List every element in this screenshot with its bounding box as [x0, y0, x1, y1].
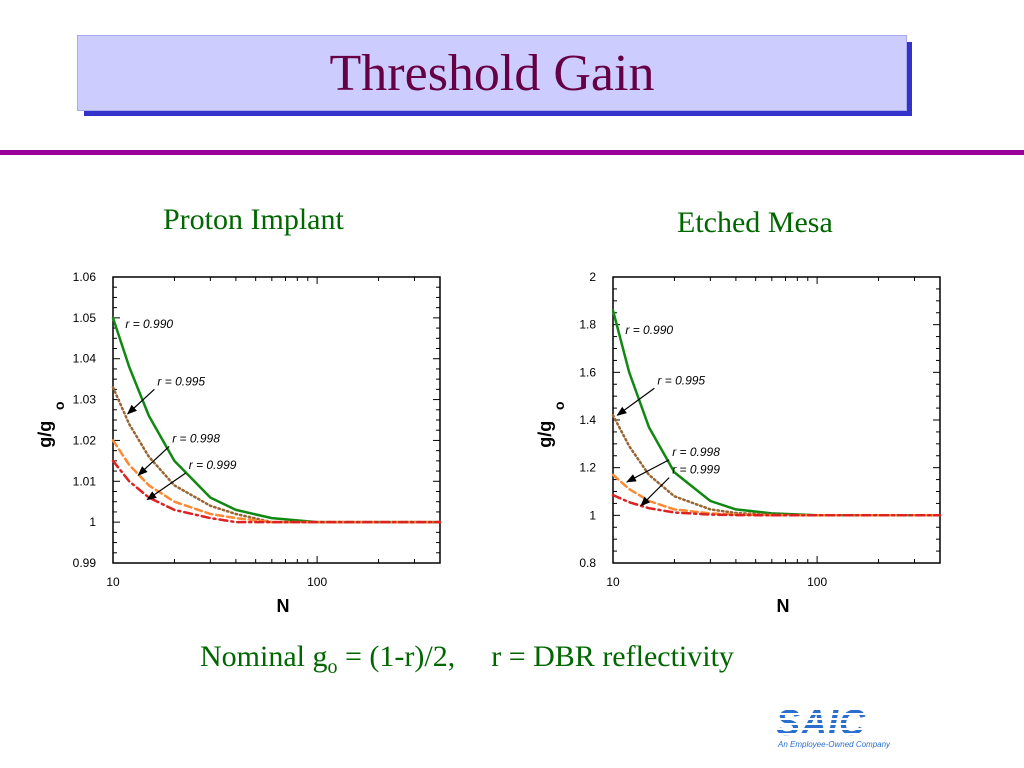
- y-tick-label: 0.8: [579, 556, 596, 570]
- annotation-arrow-1: [616, 387, 655, 416]
- annotation-arrow-3: [640, 477, 670, 507]
- annotation-label-1: r = 0.995: [157, 374, 205, 388]
- y-tick-label: 1.04: [73, 352, 97, 366]
- y-tick-label: 2: [589, 270, 596, 284]
- annotation-label-1: r = 0.995: [657, 373, 705, 387]
- annotation-label-0: r = 0.990: [625, 323, 673, 337]
- chart-left-title: Proton Implant: [163, 203, 344, 236]
- x-tick-label: 100: [807, 575, 827, 589]
- series-line-3: [611, 493, 942, 517]
- y-tick-label: 0.99: [73, 556, 97, 570]
- slide-title: Threshold Gain: [329, 44, 655, 102]
- footer-definition: r = DBR reflectivity: [491, 640, 734, 673]
- y-axis-label-subscript: o: [551, 401, 567, 410]
- plot-frame: [612, 276, 941, 564]
- x-axis-label: N: [777, 596, 790, 616]
- y-tick-label: 1.6: [579, 365, 596, 379]
- title-divider: [0, 150, 1024, 155]
- chart-right-title: Etched Mesa: [677, 206, 833, 239]
- title-box: Threshold Gain: [77, 35, 907, 111]
- y-tick-label: 1.02: [73, 433, 97, 447]
- y-tick-label: 1.03: [73, 393, 97, 407]
- annotation-arrow-2: [137, 446, 170, 476]
- x-tick-label: 10: [606, 575, 620, 589]
- annotation-arrow-1: [126, 388, 155, 415]
- footer-subscript: o: [327, 656, 338, 678]
- annotation-label-2: r = 0.998: [672, 445, 720, 459]
- annotation-label-3: r = 0.999: [672, 463, 720, 477]
- y-tick-label: 1.2: [579, 461, 596, 475]
- annotation-label-2: r = 0.998: [172, 431, 220, 445]
- y-tick-label: 1.05: [73, 311, 97, 325]
- y-tick-label: 1.4: [579, 413, 596, 427]
- y-axis-label: g/g: [535, 421, 555, 448]
- saic-logo: SAIC An Employee-Owned Company: [776, 705, 906, 755]
- annotation-label-0: r = 0.990: [125, 317, 173, 331]
- y-axis-label: g/g: [35, 421, 55, 448]
- footer-formula-text: = (1-r)/2,: [337, 640, 456, 673]
- logo-tagline: An Employee-Owned Company: [778, 740, 891, 749]
- y-tick-label: 1: [89, 515, 96, 529]
- series-line-1: [611, 413, 942, 517]
- x-tick-label: 10: [106, 575, 120, 589]
- annotation-arrow-2: [626, 459, 670, 483]
- x-axis-label: N: [277, 596, 290, 616]
- y-tick-label: 1.01: [73, 474, 97, 488]
- annotation-label-3: r = 0.999: [189, 458, 237, 472]
- footer-formula: Nominal go = (1-r)/2, r = DBR reflectivit…: [200, 640, 734, 679]
- series-line-2: [611, 473, 942, 517]
- y-axis-label-subscript: o: [51, 401, 67, 410]
- series-line-3: [111, 459, 442, 524]
- y-tick-label: 1.8: [579, 318, 596, 332]
- footer-prefix: Nominal g: [200, 640, 328, 673]
- annotation-arrow-3: [146, 472, 187, 501]
- y-tick-label: 1: [589, 508, 596, 522]
- y-tick-label: 1.06: [73, 270, 97, 284]
- logo-wordmark: SAIC: [776, 702, 867, 743]
- x-tick-label: 100: [307, 575, 327, 589]
